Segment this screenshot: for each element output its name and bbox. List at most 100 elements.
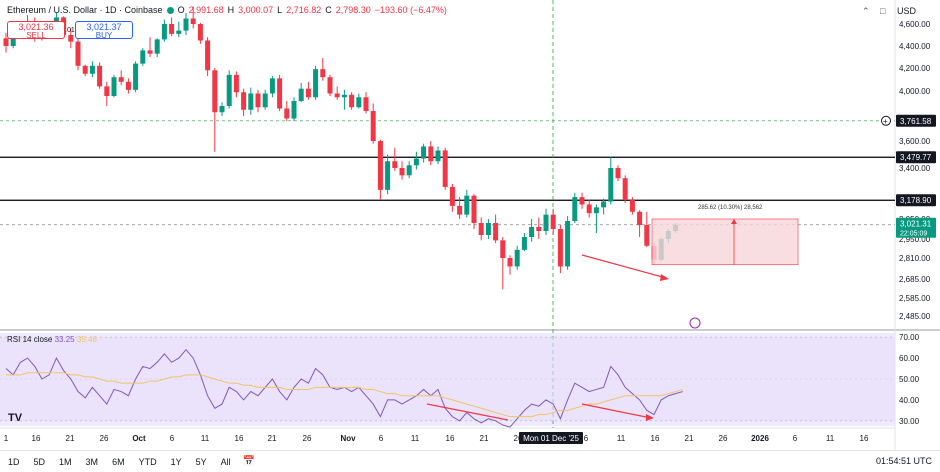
range-3m[interactable]: 3M (85, 456, 99, 467)
candle[interactable] (133, 63, 139, 90)
candle[interactable] (550, 214, 556, 229)
candle[interactable] (572, 197, 578, 221)
candle[interactable] (356, 97, 362, 108)
candle[interactable] (233, 74, 239, 93)
range-5d[interactable]: 5D (33, 456, 46, 467)
candle[interactable] (334, 93, 340, 98)
candle[interactable] (363, 97, 369, 111)
rsi-title[interactable]: RSI (7, 335, 21, 344)
tradingview-logo[interactable]: TV (8, 412, 23, 424)
collapse-icon[interactable]: □ (880, 6, 886, 16)
candle[interactable] (385, 161, 391, 190)
candle[interactable] (341, 94, 347, 98)
candle[interactable] (644, 225, 650, 246)
candle[interactable] (140, 50, 146, 64)
buy-button[interactable]: 3,021.37 BUY (75, 21, 133, 40)
candle[interactable] (421, 146, 427, 159)
candle[interactable] (529, 227, 535, 237)
range-1y[interactable]: 1Y (170, 456, 182, 467)
candle[interactable] (464, 195, 470, 215)
candle[interactable] (536, 227, 542, 231)
candle[interactable] (212, 70, 218, 113)
currency-label[interactable]: USD (897, 6, 917, 16)
candle[interactable] (435, 150, 441, 162)
candle[interactable] (478, 223, 484, 235)
candle[interactable] (298, 88, 304, 101)
candle[interactable] (399, 168, 405, 176)
candle[interactable] (176, 30, 182, 34)
candle[interactable] (622, 178, 628, 201)
candle[interactable] (82, 65, 88, 74)
candle[interactable] (586, 204, 592, 214)
candle[interactable] (629, 200, 635, 212)
candle[interactable] (428, 146, 434, 162)
candle[interactable] (557, 229, 563, 267)
candle[interactable] (183, 18, 189, 31)
range-5y[interactable]: 5Y (195, 456, 207, 467)
candle[interactable] (413, 158, 419, 166)
candle[interactable] (493, 223, 499, 241)
candle[interactable] (147, 50, 153, 54)
candle[interactable] (248, 93, 254, 110)
candle[interactable] (75, 41, 81, 66)
range-1d[interactable]: 1D (8, 456, 20, 467)
candle[interactable] (291, 101, 297, 119)
candle[interactable] (68, 35, 74, 42)
candle[interactable] (593, 207, 599, 214)
candle[interactable] (521, 237, 527, 250)
candle[interactable] (601, 201, 607, 208)
candle[interactable] (406, 165, 412, 176)
candle[interactable] (442, 150, 448, 187)
chart-area[interactable]: 4,600.00 4,400.00 4,200.00 4,000.00 3,600.00… (0, 0, 940, 450)
candle[interactable] (161, 24, 167, 40)
candle[interactable] (255, 93, 261, 108)
candle[interactable] (392, 161, 398, 168)
candle[interactable] (226, 74, 232, 106)
candle[interactable] (449, 186, 455, 206)
candle[interactable] (89, 65, 95, 74)
candle[interactable] (615, 168, 621, 179)
range-6m[interactable]: 6M (112, 456, 125, 467)
add-alert-icon[interactable] (881, 115, 891, 126)
candle[interactable] (305, 88, 311, 98)
candle[interactable] (637, 211, 643, 225)
candle[interactable] (277, 78, 283, 109)
rsi-ma-line[interactable] (6, 372, 683, 418)
candle[interactable] (500, 240, 506, 258)
candle[interactable] (241, 92, 247, 110)
candle[interactable] (97, 65, 103, 87)
candle[interactable] (377, 141, 383, 190)
candle[interactable] (169, 24, 175, 34)
candle[interactable] (485, 223, 491, 235)
candle[interactable] (111, 77, 117, 96)
range-1m[interactable]: 1M (59, 456, 72, 467)
candle[interactable] (10, 32, 16, 46)
range-all[interactable]: All (220, 456, 231, 467)
candle[interactable] (579, 197, 585, 205)
candle[interactable] (125, 81, 131, 90)
candle[interactable] (507, 258, 513, 267)
candle[interactable] (370, 111, 376, 141)
candle[interactable] (3, 38, 9, 46)
candle[interactable] (154, 39, 160, 54)
candle[interactable] (471, 195, 477, 223)
candle[interactable] (284, 108, 290, 119)
candle[interactable] (205, 40, 211, 71)
candle[interactable] (457, 205, 463, 215)
candle[interactable] (104, 86, 110, 96)
chevron-up-icon[interactable]: ⌃ (862, 6, 870, 16)
candle[interactable] (543, 214, 549, 231)
candle[interactable] (327, 77, 333, 94)
candle[interactable] (262, 93, 268, 108)
candle[interactable] (565, 221, 571, 267)
symbol-title[interactable]: Ethereum / U.S. Dollar · 1D · Coinbase (7, 5, 163, 15)
candle[interactable] (197, 24, 203, 41)
range-ytd[interactable]: YTD (138, 456, 157, 467)
candle[interactable] (349, 94, 355, 108)
candle[interactable] (269, 78, 275, 94)
candle[interactable] (313, 69, 319, 98)
candle[interactable] (118, 77, 124, 82)
event-icon[interactable] (689, 317, 701, 329)
candle[interactable] (219, 106, 225, 113)
measure-range-box[interactable] (651, 218, 799, 266)
